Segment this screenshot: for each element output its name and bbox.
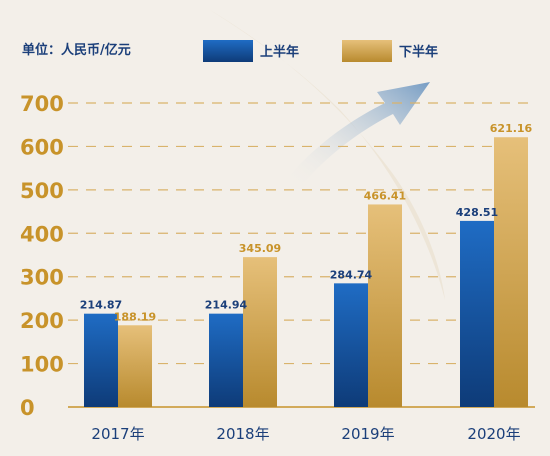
data-label: 428.51 — [456, 206, 498, 219]
x-category-label: 2019年 — [341, 425, 394, 443]
data-label: 466.41 — [364, 189, 406, 202]
data-label: 621.16 — [490, 122, 533, 135]
data-label: 345.09 — [239, 242, 281, 255]
y-tick-layer: 0 100 200 300 400 500 600 700 — [20, 92, 64, 420]
x-category-layer: 2017年 2018年 2019年 2020年 — [91, 425, 520, 443]
y-tick-label: 200 — [20, 309, 64, 333]
data-label: 284.74 — [330, 268, 373, 281]
legend: 上半年 下半年 — [203, 40, 438, 62]
bar-second-half — [494, 137, 528, 408]
bar-second-half — [243, 257, 277, 407]
bar-layer — [84, 137, 528, 408]
bar-first-half — [209, 313, 243, 407]
bar-first-half — [84, 313, 118, 407]
x-category-label: 2017年 — [91, 425, 144, 443]
legend-swatch-1 — [203, 40, 253, 62]
data-label: 214.94 — [205, 299, 248, 312]
y-tick-label: 100 — [20, 353, 64, 377]
trend-arrow-icon — [290, 82, 430, 185]
y-tick-label: 600 — [20, 135, 64, 159]
unit-label: 单位：人民币/亿元 — [22, 42, 131, 58]
y-tick-label: 500 — [20, 179, 64, 203]
legend-label-1: 上半年 — [260, 44, 299, 60]
y-tick-label: 700 — [20, 92, 64, 116]
data-label: 214.87 — [80, 299, 122, 312]
bar-second-half — [118, 325, 152, 407]
x-category-label: 2018年 — [216, 425, 269, 443]
bar-first-half — [460, 220, 494, 407]
y-tick-label: 400 — [20, 222, 64, 246]
y-tick-label: 0 — [20, 396, 35, 420]
legend-swatch-2 — [342, 40, 392, 62]
y-tick-label: 300 — [20, 266, 64, 290]
bar-second-half — [368, 204, 402, 407]
data-label: 188.19 — [114, 310, 156, 323]
x-category-label: 2020年 — [467, 425, 520, 443]
legend-label-2: 下半年 — [399, 44, 438, 60]
bar-first-half — [334, 283, 368, 407]
